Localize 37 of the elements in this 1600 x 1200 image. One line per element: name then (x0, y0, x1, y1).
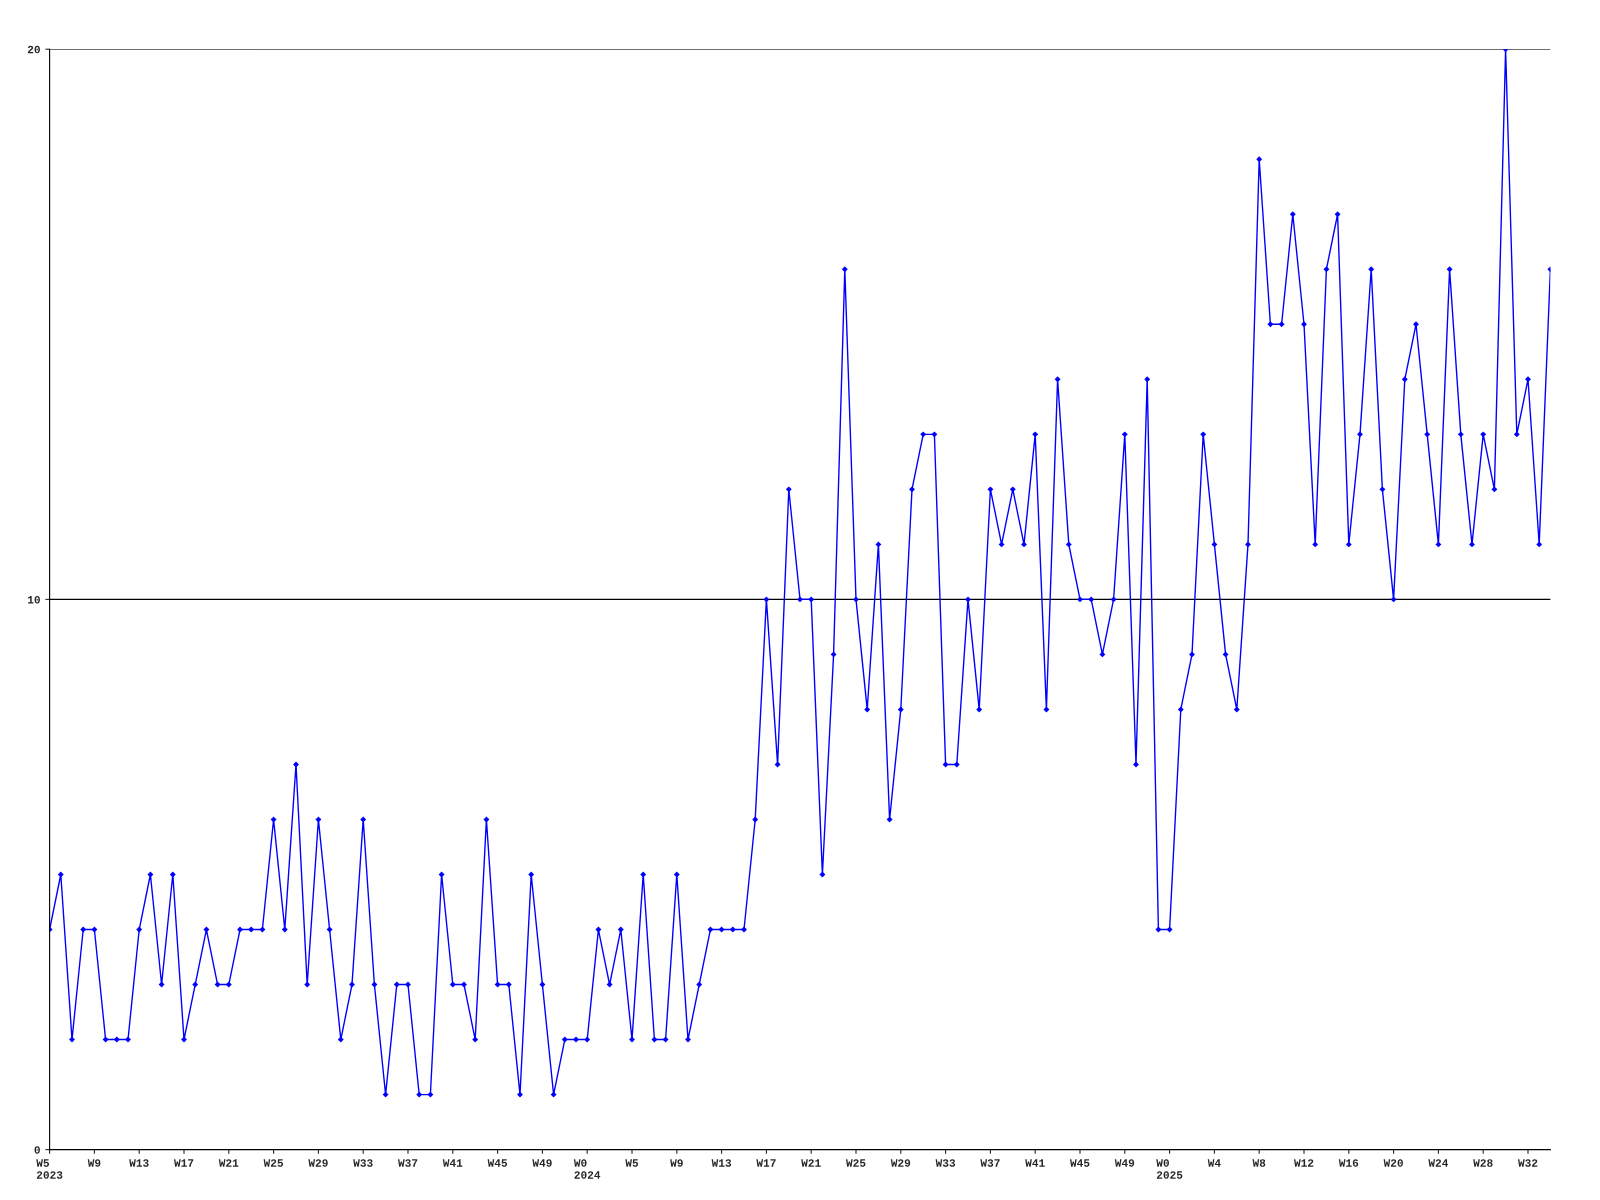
x-tick-label: W4 (1207, 1159, 1221, 1167)
x-tick-label: W37 (398, 1159, 418, 1167)
x-tick-label: W21 (218, 1159, 239, 1167)
x-tick-label: W45 (1070, 1159, 1090, 1167)
x-tick-label: W12 (1294, 1159, 1314, 1167)
x-tick-label: W16 (1338, 1159, 1359, 1167)
x-tick-label: W28 (1473, 1159, 1493, 1167)
x-tick-label: W5 2023 (36, 1159, 63, 1179)
x-tick-label: W21 (801, 1159, 821, 1167)
x-tick-label: W17 (756, 1159, 776, 1167)
x-tick-label: W0 2024 (573, 1159, 601, 1179)
x-tick-label: W9 (87, 1159, 101, 1167)
x-tick-label: W29 (308, 1159, 328, 1167)
x-tick-label: W13 (129, 1159, 149, 1167)
x-tick-label: W8 (1252, 1159, 1266, 1167)
x-tick-label: W9 (670, 1159, 683, 1167)
x-tick-label: W0 2025 (1156, 1159, 1183, 1179)
x-tick-label: W32 (1518, 1159, 1538, 1167)
x-tick-label: W25 (846, 1159, 866, 1167)
y-tick-label: 20 (27, 45, 40, 54)
x-tick-label: W17 (174, 1159, 194, 1167)
x-tick-label: W45 (487, 1159, 508, 1167)
x-tick-label: W25 (263, 1159, 284, 1167)
x-tick-label: W29 (890, 1159, 911, 1167)
y-tick-label: 10 (27, 595, 40, 604)
x-tick-label: W37 (980, 1159, 1000, 1167)
x-tick-label: W5 (625, 1159, 639, 1167)
x-tick-label: W41 (442, 1159, 463, 1167)
x-tick-label: W20 (1383, 1159, 1403, 1167)
x-tick-label: W24 (1428, 1159, 1449, 1167)
x-tick-label: W33 (353, 1159, 373, 1167)
x-tick-label: W49 (1114, 1159, 1135, 1167)
y-tick-label: 0 (34, 1146, 40, 1154)
x-tick-label: W41 (1025, 1159, 1045, 1167)
x-tick-label: W13 (711, 1159, 732, 1167)
x-tick-label: W49 (532, 1159, 552, 1167)
x-tick-label: W33 (935, 1159, 956, 1167)
